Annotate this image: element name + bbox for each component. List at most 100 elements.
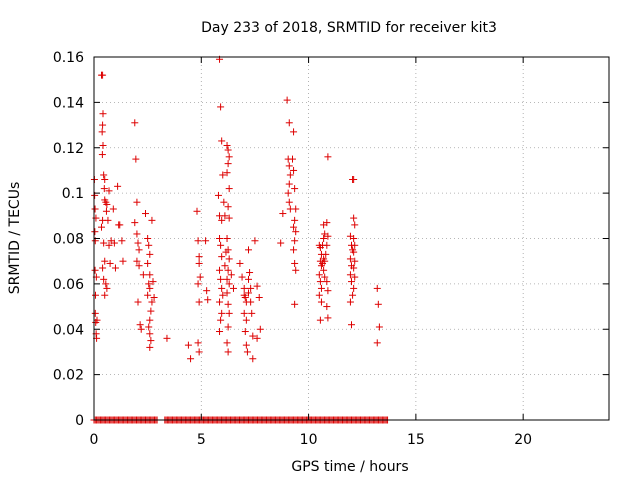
data-point — [292, 228, 300, 236]
y-tick-label: 0.12 — [53, 141, 84, 157]
data-point — [249, 355, 257, 363]
data-point — [320, 235, 328, 242]
data-point — [346, 271, 354, 279]
data-point — [146, 316, 154, 324]
data-point — [146, 250, 154, 258]
data-point — [195, 348, 203, 356]
data-point — [148, 216, 156, 224]
data-point — [225, 185, 233, 193]
data-point — [292, 266, 300, 274]
data-point — [221, 262, 229, 270]
data-point — [98, 128, 106, 136]
data-point — [247, 284, 255, 292]
data-point — [193, 207, 201, 215]
data-point — [227, 271, 235, 279]
data-point — [103, 284, 111, 292]
data-point — [116, 221, 124, 229]
data-point — [323, 303, 331, 311]
data-point — [245, 275, 252, 283]
data-point — [218, 137, 226, 145]
data-point — [292, 205, 300, 213]
data-point — [225, 255, 233, 263]
data-point — [236, 259, 244, 267]
data-point — [104, 216, 112, 224]
data-point — [99, 71, 107, 79]
data-point — [99, 110, 107, 118]
data-point — [351, 221, 359, 229]
data-point — [225, 153, 233, 161]
data-point — [291, 237, 299, 245]
data-point — [100, 275, 108, 283]
data-point — [147, 337, 155, 345]
data-point — [217, 275, 225, 283]
data-point — [253, 334, 261, 342]
data-point — [290, 166, 298, 174]
data-point — [350, 235, 358, 242]
data-point — [145, 241, 153, 249]
data-point — [196, 273, 204, 281]
data-point — [111, 264, 119, 272]
data-point — [316, 316, 324, 324]
data-point — [218, 216, 226, 224]
data-point — [283, 96, 291, 104]
data-point — [224, 203, 232, 211]
data-point — [146, 343, 154, 351]
data-point — [346, 298, 354, 306]
data-point — [247, 298, 255, 306]
data-point — [144, 259, 152, 267]
data-point — [223, 141, 231, 149]
data-point — [349, 291, 357, 299]
x-tick-label: 20 — [514, 432, 532, 448]
data-point — [214, 191, 222, 199]
data-point — [195, 298, 203, 306]
data-point — [317, 284, 325, 292]
data-point — [241, 328, 249, 336]
data-point — [323, 278, 331, 286]
data-point — [374, 300, 382, 308]
data-point — [133, 230, 141, 238]
data-point — [223, 275, 231, 283]
data-point — [101, 176, 109, 184]
data-point — [110, 239, 118, 247]
data-point — [203, 287, 211, 295]
data-point — [223, 289, 231, 297]
data-point — [99, 141, 107, 149]
data-point — [100, 239, 108, 247]
data-point — [118, 237, 126, 245]
data-point — [317, 298, 325, 306]
data-point — [91, 228, 99, 236]
data-point — [135, 262, 143, 270]
data-point — [224, 160, 232, 168]
data-point — [134, 298, 142, 306]
data-point — [350, 176, 358, 184]
data-point — [106, 259, 114, 267]
data-point — [348, 278, 355, 286]
data-point — [218, 284, 226, 292]
data-point — [245, 246, 252, 254]
data-point — [350, 284, 358, 292]
data-point — [322, 250, 330, 258]
data-point — [248, 309, 256, 317]
data-point — [351, 273, 359, 281]
data-point — [136, 321, 144, 329]
data-point — [240, 291, 248, 299]
y-tick-label: 0.16 — [53, 50, 84, 66]
data-point — [146, 284, 154, 292]
data-point — [224, 146, 232, 154]
data-point — [144, 291, 152, 299]
data-point — [195, 259, 203, 267]
data-point — [285, 119, 293, 127]
data-point — [225, 280, 233, 288]
data-point — [145, 323, 153, 331]
data-point — [324, 232, 332, 240]
data-point — [243, 348, 251, 356]
data-point — [102, 207, 110, 215]
y-tick-label: 0.02 — [53, 368, 84, 384]
data-point — [320, 266, 328, 274]
data-point — [219, 171, 227, 179]
data-point — [242, 341, 250, 349]
data-point — [202, 237, 210, 245]
data-point — [204, 296, 212, 304]
data-point — [253, 282, 261, 290]
